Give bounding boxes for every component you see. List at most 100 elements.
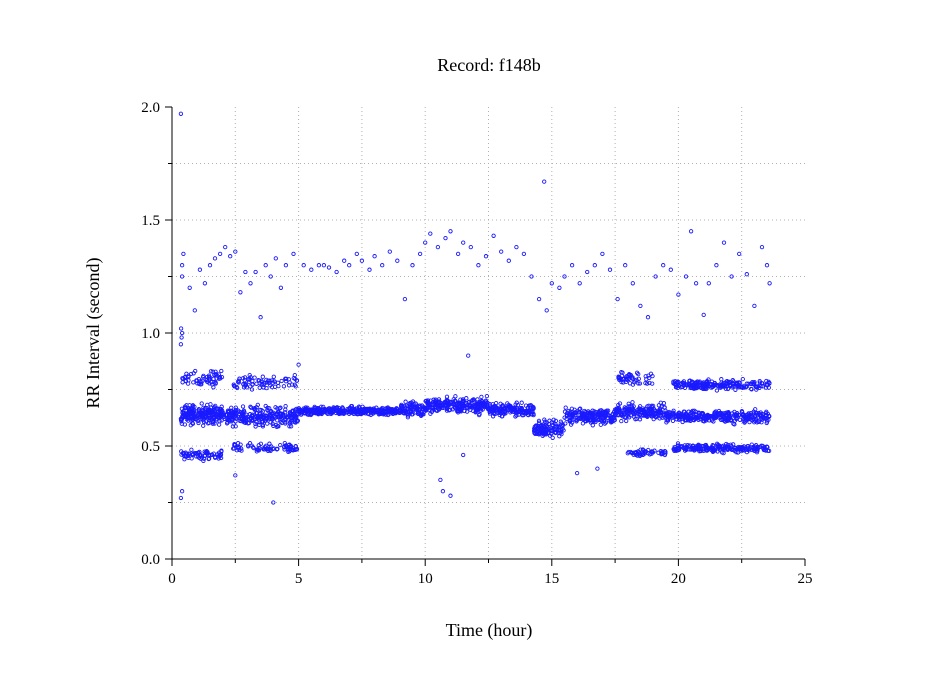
data-point — [566, 413, 572, 418]
data-point — [592, 263, 597, 268]
data-point — [189, 456, 194, 461]
data-point — [668, 267, 673, 272]
data-point — [698, 448, 703, 454]
data-point — [623, 263, 628, 268]
data-point — [378, 411, 384, 417]
data-point — [706, 414, 711, 419]
data-point — [179, 489, 185, 494]
data-point — [432, 400, 437, 406]
data-point — [184, 453, 189, 459]
data-point — [619, 370, 624, 375]
data-point — [197, 412, 202, 417]
data-point — [542, 417, 547, 422]
data-point — [196, 420, 201, 426]
data-point — [256, 377, 261, 383]
data-point — [741, 414, 746, 419]
data-point — [231, 421, 236, 426]
data-point — [400, 404, 405, 409]
data-point — [301, 263, 306, 268]
data-point — [613, 412, 619, 417]
data-point — [553, 427, 558, 432]
data-point — [461, 240, 466, 245]
data-point — [766, 413, 772, 419]
data-point — [257, 385, 262, 390]
data-point — [636, 412, 641, 417]
data-point — [696, 382, 701, 387]
data-point — [686, 381, 691, 387]
data-point — [277, 411, 282, 417]
data-point — [201, 423, 206, 428]
data-point — [425, 399, 430, 405]
data-point — [378, 410, 383, 416]
data-point — [264, 446, 269, 452]
data-point — [240, 416, 245, 421]
data-point — [180, 413, 186, 418]
data-point — [248, 404, 253, 409]
data-point — [273, 405, 278, 410]
x-tick-label: 0 — [168, 571, 176, 587]
x-tick-label: 25 — [798, 571, 813, 587]
data-point — [564, 416, 569, 422]
data-point — [723, 419, 728, 424]
data-point — [233, 411, 238, 416]
data-point — [624, 418, 629, 424]
data-point — [225, 408, 231, 413]
data-point — [179, 406, 185, 411]
data-point — [240, 404, 246, 409]
data-point — [410, 399, 416, 404]
data-point — [626, 404, 631, 409]
data-point — [491, 233, 496, 238]
data-point — [217, 418, 222, 424]
data-point — [544, 308, 549, 313]
data-point — [735, 415, 740, 420]
data-point — [649, 412, 655, 418]
data-point — [328, 411, 333, 417]
data-point — [179, 335, 184, 340]
data-point — [729, 274, 734, 279]
data-point — [536, 427, 541, 432]
data-point — [383, 408, 389, 414]
data-point — [628, 403, 633, 409]
data-point — [213, 381, 218, 386]
data-point — [583, 410, 588, 415]
data-point — [752, 303, 757, 309]
data-point — [178, 326, 184, 331]
data-point — [182, 453, 187, 459]
data-point — [623, 407, 628, 413]
data-point — [561, 428, 566, 433]
data-point — [736, 385, 741, 390]
data-point — [686, 415, 692, 420]
data-point — [534, 424, 539, 429]
data-point — [270, 411, 275, 416]
data-point — [737, 251, 742, 257]
data-point — [464, 405, 469, 410]
data-point — [288, 412, 293, 417]
data-point — [497, 410, 503, 415]
data-point — [508, 410, 513, 415]
data-point — [203, 449, 209, 455]
data-point — [715, 449, 720, 454]
data-point — [238, 442, 243, 447]
data-point — [716, 408, 722, 414]
data-point — [336, 410, 341, 416]
data-point — [321, 263, 327, 268]
data-point — [437, 400, 442, 405]
data-point — [460, 397, 466, 402]
data-point — [430, 408, 435, 413]
data-point — [196, 408, 201, 414]
data-point — [364, 406, 370, 412]
data-point — [214, 376, 219, 381]
data-point — [265, 407, 270, 413]
data-point — [474, 402, 479, 408]
data-point — [650, 450, 656, 455]
data-point — [608, 418, 613, 424]
data-point — [423, 405, 428, 410]
data-point — [236, 378, 241, 383]
data-point — [514, 244, 519, 250]
data-point — [696, 380, 701, 385]
data-point — [539, 425, 545, 430]
data-point — [706, 281, 711, 286]
data-point — [670, 418, 676, 424]
data-point — [204, 377, 210, 382]
data-point — [201, 419, 207, 425]
